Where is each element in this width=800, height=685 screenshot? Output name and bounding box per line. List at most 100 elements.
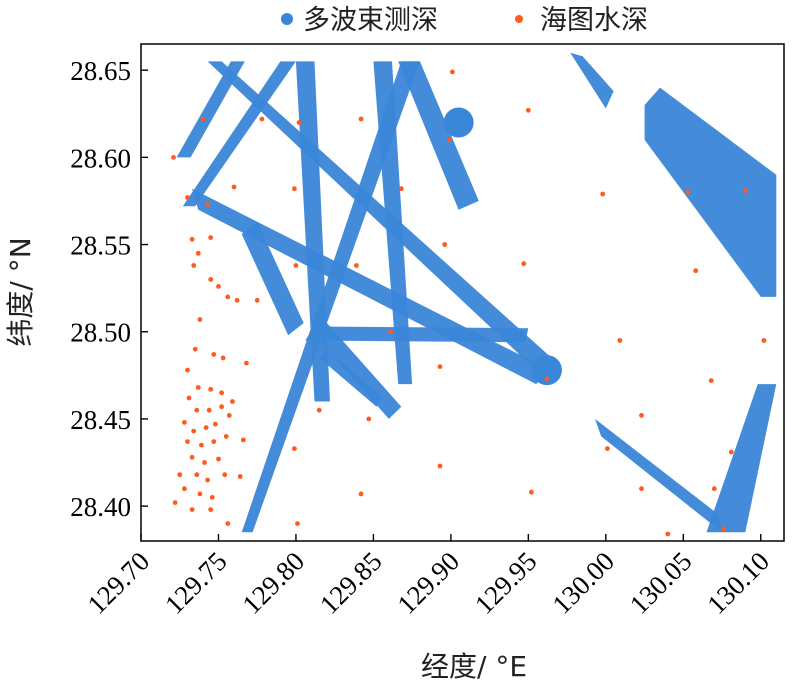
chart-depth-point	[639, 413, 644, 418]
x-tick-label: 129.85	[314, 546, 388, 620]
chart-depth-point	[525, 107, 531, 113]
chart-depth-point	[354, 263, 359, 268]
chart-depth-point	[292, 446, 297, 451]
multibeam-swath	[241, 221, 304, 336]
multibeam-swath	[595, 418, 722, 533]
multibeam-swath	[319, 349, 382, 407]
chart-depth-point	[185, 367, 190, 373]
legend-marker-multibeam	[281, 13, 293, 25]
chart-depth-point	[208, 235, 214, 241]
chart-depth-point	[211, 352, 217, 357]
multibeam-swath	[398, 61, 479, 210]
chart-depth-point	[711, 486, 717, 492]
chart-depth-point	[529, 489, 534, 495]
chart-depth-point	[177, 472, 183, 478]
y-tick-label: 28.60	[70, 143, 131, 173]
chart-depth-point	[234, 297, 240, 303]
chart-depth-point	[237, 474, 243, 479]
chart-depth-point	[209, 495, 215, 500]
chart-depth-point	[437, 463, 443, 469]
chart-depth-point	[192, 346, 198, 352]
x-tick-label: 130.10	[701, 546, 775, 620]
chart-depth-point	[208, 277, 214, 282]
chart-depth-point	[197, 317, 203, 322]
chart-depth-point	[197, 491, 203, 497]
chart-depth-point	[189, 454, 195, 460]
chart-depth-point	[222, 472, 228, 478]
chart-depth-point	[208, 507, 214, 512]
chart-depth-point	[254, 297, 260, 303]
chart-depth-point	[199, 442, 204, 448]
y-tick-label: 28.45	[70, 405, 131, 435]
chart-depth-point	[172, 500, 178, 505]
multibeam-swath	[706, 384, 777, 533]
chart-depth-point	[219, 390, 225, 396]
x-tick-label: 129.80	[236, 546, 310, 620]
chart-depth-point	[182, 420, 187, 425]
chart-depth-point	[293, 263, 299, 268]
multibeam-swath-blob	[443, 107, 474, 138]
multibeam-swath	[305, 326, 529, 343]
x-tick-label: 129.95	[469, 546, 543, 620]
chart-depth-point	[366, 416, 372, 422]
chart-depth-point	[442, 242, 448, 247]
multibeam-swath	[207, 61, 552, 371]
chart-depth-point	[189, 236, 195, 242]
multibeam-swath	[295, 61, 330, 402]
multibeam-swath-blob	[531, 355, 562, 386]
chart-depth-point	[185, 439, 190, 444]
chart-depth-point	[219, 404, 225, 410]
chart-depth-point	[226, 413, 232, 418]
chart-depth-point	[216, 456, 221, 462]
chart-depth-point	[728, 449, 734, 455]
chart-depth-point	[721, 526, 726, 532]
chart-depth-point	[685, 189, 691, 195]
chart-depth-point	[194, 407, 200, 413]
chart-depth-point	[600, 191, 606, 197]
x-tick-label: 129.70	[82, 546, 156, 620]
chart-depth-point	[213, 421, 218, 427]
chart-depth-point	[693, 268, 699, 274]
chart-depth-point	[191, 263, 197, 268]
chart-depth-point	[708, 378, 714, 383]
chart-depth-point	[231, 184, 237, 190]
x-axis: 129.70 129.75 129.80 129.85 129.90 129.95 130.…	[82, 534, 775, 620]
multibeam-swath	[311, 317, 402, 419]
chart-depth-point	[742, 188, 748, 193]
chart-depth-point	[203, 425, 209, 430]
multibeam-series	[176, 52, 777, 533]
chart-depth-point	[437, 364, 443, 369]
chart-depth-point	[544, 376, 550, 382]
chart-depth-point	[206, 407, 212, 413]
chart-depth-point	[225, 294, 231, 300]
chart-depth-point	[388, 329, 393, 335]
y-tick-label: 28.50	[70, 318, 131, 348]
multibeam-swath	[182, 61, 296, 207]
y-axis: 28.40 28.45 28.50 28.55 28.60 28.65	[70, 56, 148, 522]
x-tick-label: 130.00	[546, 546, 620, 620]
chart-depth-point	[240, 437, 246, 443]
chart-depth-point	[216, 284, 221, 289]
chart-depth-point	[292, 186, 297, 192]
chart-depth-point	[171, 155, 176, 160]
x-axis-title: 经度/ °E	[421, 650, 527, 683]
chart-depth-point	[665, 531, 671, 537]
y-tick-label: 28.40	[70, 492, 131, 522]
chart-depth-point	[521, 261, 527, 267]
chart-depth-point	[358, 116, 364, 122]
chart-depth-point	[639, 486, 644, 492]
chart-depth-point	[446, 137, 452, 143]
chart-depth-point	[761, 338, 767, 343]
chart-depth-point	[617, 338, 623, 343]
chart-depth-point	[202, 460, 207, 465]
plot-frame	[140, 43, 785, 542]
chart-depth-point	[205, 477, 211, 483]
chart-depth-point	[450, 69, 455, 75]
chart-depth-point	[186, 395, 192, 401]
legend-label-chart-depth: 海图水深	[540, 5, 648, 36]
chart-depth-point	[195, 250, 201, 256]
chart-depth-point	[220, 355, 226, 361]
x-tick-label: 129.75	[159, 546, 233, 620]
chart-depth-point	[296, 120, 302, 125]
